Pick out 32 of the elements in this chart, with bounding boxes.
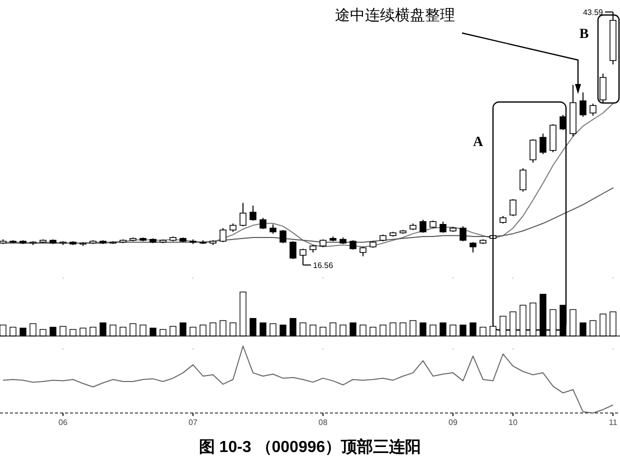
- annotation: 16.56: [313, 261, 334, 270]
- candlestick: [510, 198, 516, 216]
- annotation: 途中连续横盘整理: [335, 7, 455, 24]
- candlestick: [580, 92, 586, 118]
- annotation: A: [472, 135, 484, 150]
- caption: 图 10-3 （000996）顶部三连阳: [198, 438, 422, 456]
- x-tick-label: 08: [318, 418, 328, 427]
- annotation: 43.59: [582, 8, 604, 17]
- candlestick: [260, 217, 266, 230]
- candlestick: [240, 202, 246, 227]
- annotation: B: [579, 27, 589, 42]
- candlestick: [600, 73, 606, 104]
- candlestick: [360, 246, 366, 257]
- candlestick: [350, 240, 356, 250]
- candlestick: [460, 226, 466, 242]
- candlestick: [290, 240, 296, 260]
- candlestick: [440, 221, 446, 234]
- candlestick: [470, 242, 476, 253]
- candlestick: [280, 229, 286, 244]
- x-tick-label: 06: [58, 418, 68, 427]
- candlestick: [250, 205, 256, 222]
- candlestick: [540, 133, 546, 155]
- candlestick: [270, 224, 276, 234]
- x-tick-label: 11: [608, 418, 618, 427]
- candlestick: [420, 219, 426, 234]
- x-tick-label: 09: [448, 418, 458, 427]
- candlestick: [220, 228, 226, 243]
- x-tick-label: 07: [188, 418, 198, 427]
- x-tick-label: 10: [508, 418, 518, 427]
- candlestick: [590, 103, 596, 116]
- candlestick: [520, 168, 526, 192]
- candlestick: [530, 138, 536, 164]
